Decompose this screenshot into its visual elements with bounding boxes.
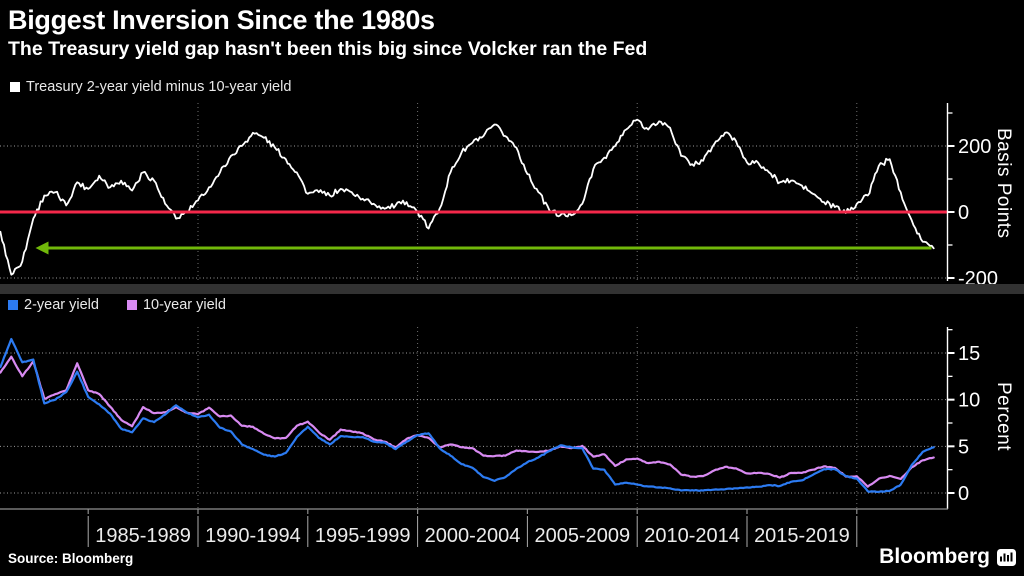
two-year-swatch-icon: [8, 300, 18, 310]
two-year-label: 2-year yield: [24, 297, 99, 313]
y-tick-label: 5: [958, 436, 969, 458]
series-line-0: [0, 118, 935, 276]
panel-divider: [0, 284, 1024, 294]
yields-chart: 15 10 5 0 1985-1989 1990-1994 1995-1999 2000-20…: [0, 327, 980, 547]
source-credit: Source: Bloomberg: [8, 551, 134, 566]
x-axis-label: 2005-2009: [534, 525, 630, 547]
ten-year-label: 10-year yield: [142, 297, 226, 313]
x-axis-label: 1995-1999: [315, 525, 411, 547]
bloomberg-wordmark: Bloomberg: [879, 545, 990, 568]
y-tick-label: 0: [958, 202, 969, 224]
series-line-1: [0, 355, 935, 488]
y-tick-label: 200: [958, 136, 991, 158]
spread-series-swatch-icon: [10, 82, 20, 92]
legend-item-two-year: 2-year yield: [8, 297, 99, 313]
inversion-arrow-head-icon: [35, 241, 49, 255]
percent-axis-label: Percent: [993, 382, 1014, 451]
x-axis-label: 1985-1989: [95, 525, 191, 547]
y-tick-label: 0: [958, 483, 969, 505]
page-subtitle: The Treasury yield gap hasn't been this …: [8, 38, 648, 60]
legend-item-ten-year: 10-year yield: [126, 297, 226, 313]
page-title: Biggest Inversion Since the 1980s: [8, 5, 435, 35]
spread-chart: 2000-200: [0, 103, 998, 290]
series-line-0: [0, 337, 935, 493]
y-tick-label: 15: [958, 343, 980, 365]
x-axis-label: 2000-2004: [425, 525, 521, 547]
basis-points-axis-label: Basis Points: [993, 128, 1014, 239]
y-tick-label: 10: [958, 390, 980, 412]
top-chart-legend: Treasury 2-year yield minus 10-year yiel…: [10, 79, 319, 95]
bottom-chart-legend: 2-year yield 10-year yield: [8, 297, 254, 313]
legend-item-spread: Treasury 2-year yield minus 10-year yiel…: [10, 79, 291, 95]
ten-year-swatch-icon: [126, 300, 137, 310]
x-axis-label: 1990-1994: [205, 525, 301, 547]
bloomberg-logo: Bloomberg: [879, 545, 1016, 569]
x-axis-label: 2010-2014: [644, 525, 740, 547]
spread-series-label: Treasury 2-year yield minus 10-year yiel…: [26, 79, 292, 95]
bloomberg-terminal-icon: [997, 548, 1016, 566]
x-axis-label: 2015-2019: [754, 525, 850, 547]
